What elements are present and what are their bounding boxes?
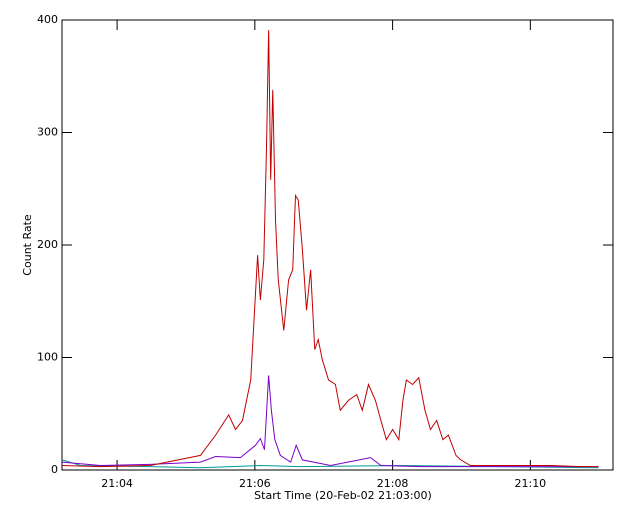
y-tick-label: 100 [37, 351, 58, 364]
series-line [61, 375, 599, 468]
x-tick-label: 21:08 [377, 477, 409, 490]
x-tick-label: 21:10 [514, 477, 546, 490]
y-tick-label: 0 [51, 463, 58, 476]
x-tick-label: 21:06 [239, 477, 271, 490]
x-axis-title: Start Time (20-Feb-02 21:03:00) [254, 489, 432, 502]
y-tick-label: 400 [37, 13, 58, 26]
y-axis-title: Count Rate [21, 214, 34, 276]
plot-frame [61, 19, 614, 471]
y-tick-label: 200 [37, 238, 58, 251]
series-line [61, 30, 599, 468]
y-tick-label: 300 [37, 126, 58, 139]
x-tick-label: 21:04 [101, 477, 133, 490]
